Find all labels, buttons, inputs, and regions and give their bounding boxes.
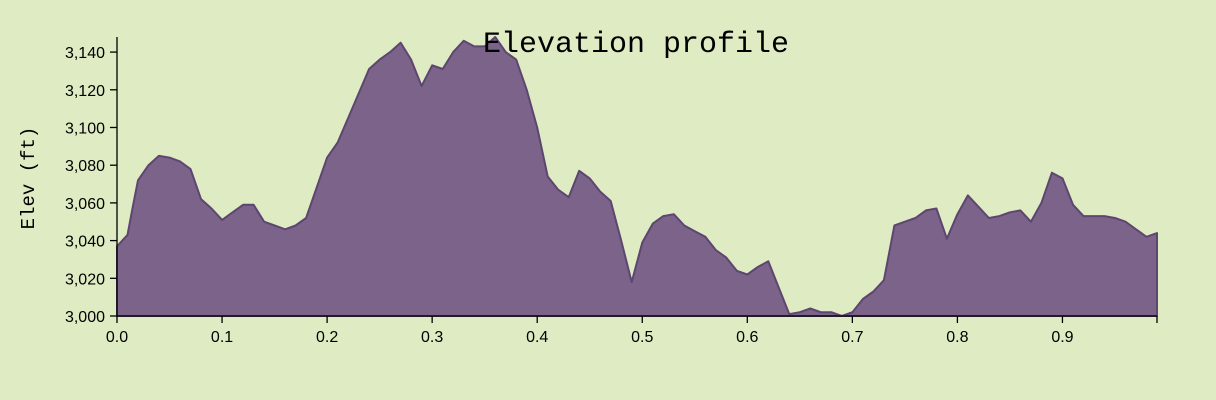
x-tick-label: 0.6 (736, 329, 758, 346)
x-tick-label: 0.5 (631, 329, 653, 346)
x-axis-ticks: 0.0 0.1 0.2 0.3 0.4 0.5 0.6 0.7 0.8 0.9 (106, 316, 1074, 346)
y-tick-label: 3,080 (65, 158, 105, 175)
chart-title: Elevation profile (483, 28, 789, 62)
x-tick-label: 0.4 (526, 329, 548, 346)
elevation-area (116, 36, 1158, 317)
y-tick-label: 3,120 (65, 83, 105, 100)
x-tick-label: 0.1 (211, 329, 233, 346)
y-tick-label: 3,040 (65, 234, 105, 251)
x-tick-label: 0.2 (316, 329, 338, 346)
x-tick-label: 0.3 (421, 329, 443, 346)
y-tick-label: 3,060 (65, 196, 105, 213)
y-tick-label: 3,020 (65, 271, 105, 288)
x-tick-label: 0.0 (106, 329, 128, 346)
y-tick-label: 3,000 (65, 309, 105, 326)
chart-axes (116, 37, 1158, 323)
x-tick-label: 0.8 (946, 329, 968, 346)
x-tick-label: 0.9 (1051, 329, 1073, 346)
y-axis-ticks: 3,000 3,020 3,040 3,060 3,080 3,100 3,120 3,140 (65, 45, 117, 326)
x-tick-label: 0.7 (841, 329, 863, 346)
y-tick-label: 3,140 (65, 45, 105, 62)
y-tick-label: 3,100 (65, 120, 105, 137)
y-axis-label: Elev (ft) (18, 127, 40, 230)
